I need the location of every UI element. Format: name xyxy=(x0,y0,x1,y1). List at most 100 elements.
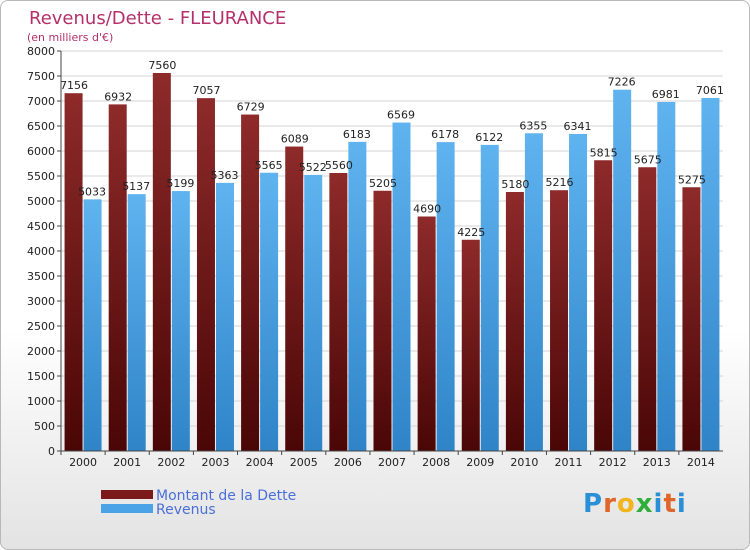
y-tick-label: 3000 xyxy=(27,295,55,308)
bar-revenus xyxy=(701,97,720,451)
logo-letter: x xyxy=(635,489,654,519)
x-tick-label: 2011 xyxy=(555,456,583,469)
data-label: 5199 xyxy=(166,177,194,190)
y-tick-label: 1500 xyxy=(27,370,55,383)
data-labels: 7156 5033 6932 5137 7560 5199 7057 5363 6729 5565… xyxy=(60,59,724,239)
logo-letter: o xyxy=(616,489,636,519)
logo-letter: P xyxy=(583,489,604,519)
y-tick-label: 0 xyxy=(48,445,55,458)
data-label: 5275 xyxy=(678,173,706,186)
bar-debt xyxy=(196,98,215,452)
y-tick-label: 8000 xyxy=(27,45,55,58)
bar-revenus xyxy=(569,133,588,451)
x-axis-ticks: 2000 2001 2002 2003 2004 2005 2006 2007 2008 2009… xyxy=(60,451,715,469)
legend-swatch xyxy=(101,490,153,499)
data-label: 5363 xyxy=(210,169,238,182)
bar-revenus xyxy=(436,142,455,451)
y-tick-label: 5000 xyxy=(27,195,55,208)
data-label: 6341 xyxy=(564,120,592,133)
data-label: 5815 xyxy=(590,146,618,159)
x-tick-label: 2010 xyxy=(510,456,538,469)
data-label: 5216 xyxy=(546,176,574,189)
x-tick-label: 2009 xyxy=(466,456,494,469)
bar-debt xyxy=(241,114,260,452)
legend-label: Revenus xyxy=(156,502,216,518)
bar-debt xyxy=(417,216,436,451)
bar-debt xyxy=(64,93,83,451)
bar-revenus xyxy=(304,174,323,451)
bar-debt xyxy=(550,190,569,451)
data-label: 6122 xyxy=(475,131,503,144)
bar-revenus xyxy=(348,141,367,451)
x-tick-label: 2005 xyxy=(290,456,318,469)
x-tick-label: 2004 xyxy=(246,456,274,469)
data-label: 6089 xyxy=(281,133,309,146)
x-tick-label: 2014 xyxy=(687,456,715,469)
data-label: 7057 xyxy=(192,84,220,97)
grid-lines xyxy=(61,50,723,452)
bar-debt xyxy=(152,73,171,451)
data-label: 6355 xyxy=(519,119,547,132)
x-tick-label: 2002 xyxy=(157,456,185,469)
data-label: 6183 xyxy=(343,128,371,141)
y-tick-label: 4500 xyxy=(27,220,55,233)
bar-debt xyxy=(329,173,348,451)
x-tick-label: 2000 xyxy=(69,456,97,469)
bar-debt xyxy=(373,190,392,451)
x-tick-label: 2012 xyxy=(599,456,627,469)
y-tick-label: 4000 xyxy=(27,245,55,258)
y-tick-label: 500 xyxy=(34,420,55,433)
legend-label: Montant de la Dette xyxy=(156,488,296,504)
data-label: 5565 xyxy=(255,159,283,172)
data-label: 5205 xyxy=(369,177,397,190)
data-label: 6932 xyxy=(104,90,132,103)
bar-debt xyxy=(682,187,701,451)
x-tick-label: 2006 xyxy=(334,456,362,469)
data-label: 7061 xyxy=(696,84,724,97)
bar-revenus xyxy=(215,182,234,451)
data-label: 6178 xyxy=(431,128,459,141)
logo-letter: i xyxy=(676,489,687,519)
data-label: 7156 xyxy=(60,79,88,92)
logo-letter: i xyxy=(653,489,664,519)
y-tick-label: 6500 xyxy=(27,120,55,133)
bar-debt xyxy=(505,192,524,451)
x-tick-label: 2001 xyxy=(113,456,141,469)
bar-debt xyxy=(285,146,304,452)
bar-revenus xyxy=(83,199,102,451)
proxiti-logo: Proxiti xyxy=(583,489,687,519)
logo-letter: r xyxy=(603,489,617,519)
bar-debt xyxy=(638,167,657,451)
data-label: 6569 xyxy=(387,109,415,122)
y-axis-ticks: 0 500 1000 1500 2000 2500 3000 3500 4000 4500 5000… xyxy=(27,45,61,458)
y-tick-label: 2000 xyxy=(27,345,55,358)
y-tick-label: 7500 xyxy=(27,70,55,83)
x-tick-label: 2007 xyxy=(378,456,406,469)
bar-revenus xyxy=(127,194,146,451)
bar-debt xyxy=(461,239,480,451)
data-label: 5522 xyxy=(299,161,327,174)
data-label: 5180 xyxy=(501,178,529,191)
data-label: 6981 xyxy=(652,88,680,101)
bar-debt xyxy=(594,160,613,451)
x-tick-label: 2013 xyxy=(643,456,671,469)
chart-title: Revenus/Dette - FLEURANCE xyxy=(29,8,286,29)
data-label: 4225 xyxy=(457,226,485,239)
bar-revenus xyxy=(657,101,676,451)
legend-swatch xyxy=(101,504,153,513)
x-tick-label: 2003 xyxy=(201,456,229,469)
bar-revenus xyxy=(260,172,279,451)
data-label: 5033 xyxy=(78,185,106,198)
y-tick-label: 7000 xyxy=(27,95,55,108)
data-label: 4690 xyxy=(413,203,441,216)
bar-revenus xyxy=(171,191,190,452)
bar-revenus xyxy=(524,133,543,451)
chart-subtitle: (en milliers d'€) xyxy=(27,31,113,44)
bar-revenus xyxy=(613,89,632,451)
y-tick-label: 5500 xyxy=(27,170,55,183)
data-label: 5560 xyxy=(325,159,353,172)
data-label: 5137 xyxy=(122,180,150,193)
